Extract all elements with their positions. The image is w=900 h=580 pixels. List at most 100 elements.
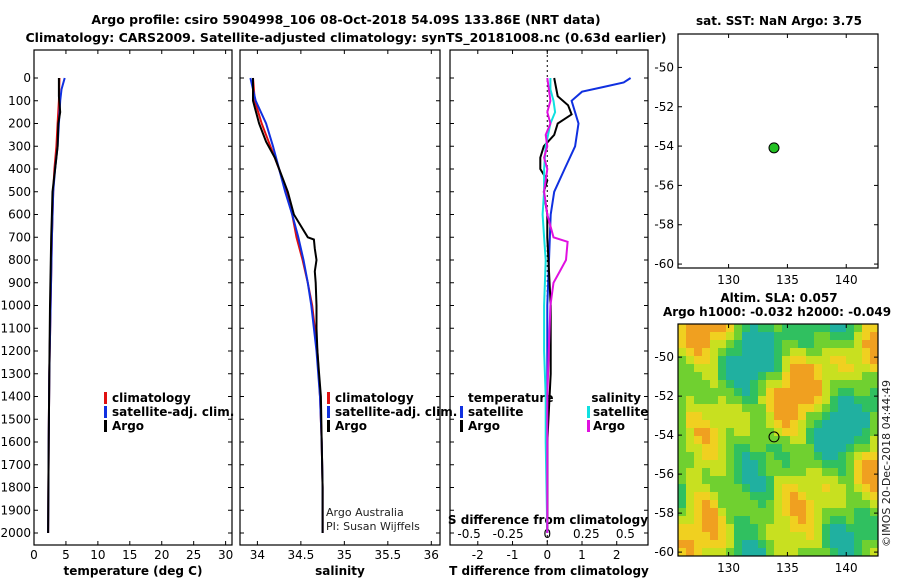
sla-cell xyxy=(734,412,743,421)
sla-cell xyxy=(758,348,767,357)
sla-cell xyxy=(686,404,695,413)
sla-cell xyxy=(862,348,871,357)
sla-cell xyxy=(742,436,751,445)
sla-cell xyxy=(854,428,863,437)
sla-cell xyxy=(758,524,767,533)
sla-cell xyxy=(686,324,695,333)
sla-cell xyxy=(846,420,855,429)
sla-cell xyxy=(822,380,831,389)
sla-cell xyxy=(870,420,878,429)
sla-cell xyxy=(734,404,743,413)
sla-cell xyxy=(734,468,743,477)
sla-cell xyxy=(718,396,727,405)
sla-cell xyxy=(870,380,878,389)
sla-cell xyxy=(798,516,807,525)
sla-cell xyxy=(726,484,735,493)
sla-cell xyxy=(702,460,711,469)
sla-cell xyxy=(814,524,823,533)
sla-cell xyxy=(782,412,791,421)
sla-cell xyxy=(862,492,871,501)
sla-cell xyxy=(686,340,695,349)
sla-cell xyxy=(774,508,783,517)
legend-swatch-satellite xyxy=(327,406,330,418)
sla-cell xyxy=(782,340,791,349)
sla-cell xyxy=(694,452,703,461)
sla-cell xyxy=(846,524,855,533)
sla-cell xyxy=(790,436,799,445)
sla-cell xyxy=(686,476,695,485)
sla-cell xyxy=(870,356,878,365)
sla-cell xyxy=(790,548,799,556)
depth-tick-label: 300 xyxy=(8,139,31,153)
sla-cell xyxy=(790,324,799,333)
sla-cell xyxy=(742,452,751,461)
sla-cell xyxy=(742,540,751,549)
sla-cell xyxy=(846,396,855,405)
sla-cell xyxy=(782,364,791,373)
sla-cell xyxy=(790,532,799,541)
sla-cell xyxy=(694,476,703,485)
sla-cell xyxy=(758,420,767,429)
sla-cell xyxy=(774,412,783,421)
sla-cell xyxy=(710,332,719,341)
sla-cell xyxy=(862,516,871,525)
sla-cell xyxy=(838,508,847,517)
sla-cell xyxy=(678,332,687,341)
sla-cell xyxy=(846,404,855,413)
sla-cell xyxy=(686,412,695,421)
sla-cell xyxy=(838,468,847,477)
sla-cell xyxy=(726,532,735,541)
sla-cell xyxy=(822,412,831,421)
sla-cell xyxy=(742,348,751,357)
sla-cell xyxy=(854,460,863,469)
sla-cell xyxy=(694,356,703,365)
sla-cell xyxy=(774,524,783,533)
sla-cell xyxy=(798,540,807,549)
sla-cell xyxy=(766,516,775,525)
sla-cell xyxy=(726,476,735,485)
sla-cell xyxy=(758,364,767,373)
sla-cell xyxy=(694,500,703,509)
sla-cell xyxy=(750,396,759,405)
sla-cell xyxy=(806,388,815,397)
sla-cell xyxy=(678,420,687,429)
sla-cell xyxy=(742,356,751,365)
map-x-tick-label: 135 xyxy=(776,273,799,287)
sla-cell xyxy=(854,500,863,509)
sla-cell xyxy=(790,380,799,389)
sla-cell xyxy=(798,348,807,357)
sla-cell xyxy=(806,324,815,333)
sla-cell xyxy=(822,372,831,381)
sla-cell xyxy=(710,548,719,556)
sla-cell xyxy=(750,468,759,477)
sla-cell xyxy=(742,508,751,517)
sla-cell xyxy=(814,460,823,469)
map-y-tick-label: -60 xyxy=(654,545,674,559)
legend-label-climatology: climatology xyxy=(335,391,414,405)
sla-cell xyxy=(726,452,735,461)
sla-cell xyxy=(750,364,759,373)
sla-cell xyxy=(798,364,807,373)
sla-cell xyxy=(830,404,839,413)
sla-cell xyxy=(766,532,775,541)
legend-salinity-heading: salinity xyxy=(591,391,641,405)
sla-cell xyxy=(870,492,878,501)
sla-cell xyxy=(822,516,831,525)
sla-cell xyxy=(814,332,823,341)
sla-cell xyxy=(814,436,823,445)
series-line-salinity-satellite xyxy=(541,78,557,534)
sla-cell xyxy=(822,332,831,341)
sla-cell xyxy=(718,428,727,437)
sla-cell xyxy=(742,532,751,541)
sla-cell xyxy=(750,324,759,333)
sla-cell xyxy=(726,420,735,429)
sla-cell xyxy=(766,508,775,517)
sla-cell xyxy=(846,332,855,341)
x-tick-label: 36 xyxy=(424,548,439,562)
sla-cell xyxy=(830,476,839,485)
sla-cell xyxy=(854,476,863,485)
sla-cell xyxy=(758,508,767,517)
sla-cell xyxy=(678,356,687,365)
sla-cell xyxy=(862,332,871,341)
sla-cell xyxy=(822,468,831,477)
